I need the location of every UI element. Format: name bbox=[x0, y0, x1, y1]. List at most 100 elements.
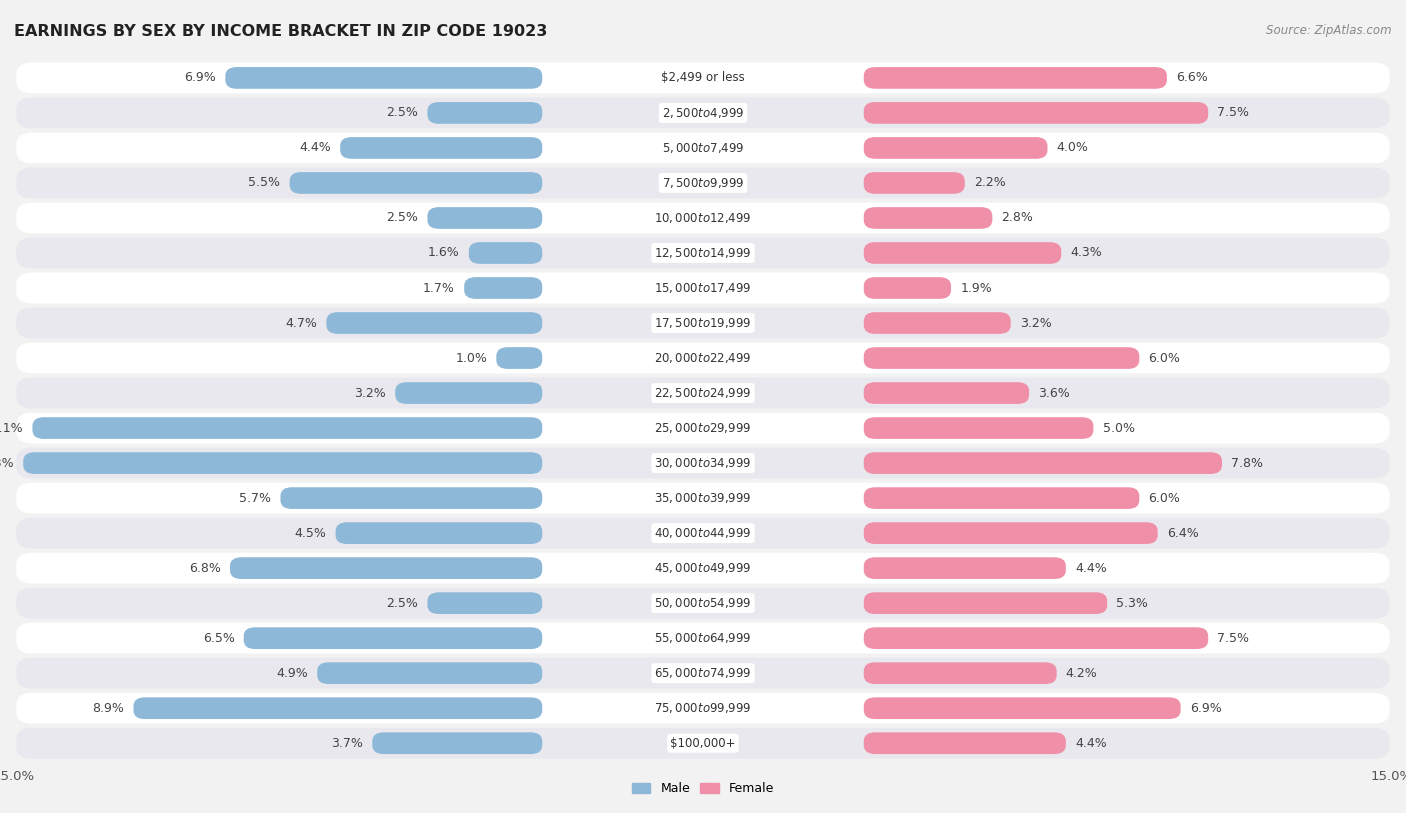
Text: 5.5%: 5.5% bbox=[249, 176, 280, 189]
Text: $100,000+: $100,000+ bbox=[671, 737, 735, 750]
FancyBboxPatch shape bbox=[863, 593, 1107, 614]
Text: $45,000 to $49,999: $45,000 to $49,999 bbox=[654, 561, 752, 575]
FancyBboxPatch shape bbox=[395, 382, 543, 404]
FancyBboxPatch shape bbox=[17, 98, 1389, 128]
FancyBboxPatch shape bbox=[17, 483, 1389, 514]
FancyBboxPatch shape bbox=[17, 272, 1389, 303]
FancyBboxPatch shape bbox=[863, 557, 1066, 579]
FancyBboxPatch shape bbox=[17, 448, 1389, 479]
FancyBboxPatch shape bbox=[863, 67, 1167, 89]
Text: 3.2%: 3.2% bbox=[354, 386, 387, 399]
Text: Source: ZipAtlas.com: Source: ZipAtlas.com bbox=[1267, 24, 1392, 37]
Text: 6.0%: 6.0% bbox=[1149, 492, 1181, 505]
Text: $40,000 to $44,999: $40,000 to $44,999 bbox=[654, 526, 752, 540]
Text: 2.8%: 2.8% bbox=[1001, 211, 1033, 224]
FancyBboxPatch shape bbox=[290, 172, 543, 193]
Text: 11.1%: 11.1% bbox=[0, 422, 24, 435]
Text: 2.5%: 2.5% bbox=[387, 597, 418, 610]
Text: 6.0%: 6.0% bbox=[1149, 351, 1181, 364]
Text: 2.5%: 2.5% bbox=[387, 211, 418, 224]
FancyBboxPatch shape bbox=[17, 728, 1389, 759]
Text: 1.9%: 1.9% bbox=[960, 281, 993, 294]
FancyBboxPatch shape bbox=[336, 522, 543, 544]
Text: $50,000 to $54,999: $50,000 to $54,999 bbox=[654, 596, 752, 610]
FancyBboxPatch shape bbox=[863, 628, 1208, 649]
Text: 3.6%: 3.6% bbox=[1038, 386, 1070, 399]
Text: 5.7%: 5.7% bbox=[239, 492, 271, 505]
FancyBboxPatch shape bbox=[464, 277, 543, 299]
Text: 8.9%: 8.9% bbox=[93, 702, 124, 715]
FancyBboxPatch shape bbox=[863, 102, 1208, 124]
Text: 4.4%: 4.4% bbox=[1076, 737, 1107, 750]
FancyBboxPatch shape bbox=[863, 487, 1139, 509]
FancyBboxPatch shape bbox=[340, 137, 543, 159]
FancyBboxPatch shape bbox=[863, 382, 1029, 404]
FancyBboxPatch shape bbox=[427, 102, 543, 124]
FancyBboxPatch shape bbox=[17, 378, 1389, 408]
Text: 4.3%: 4.3% bbox=[1070, 246, 1102, 259]
FancyBboxPatch shape bbox=[863, 417, 1094, 439]
Text: 4.7%: 4.7% bbox=[285, 316, 318, 329]
FancyBboxPatch shape bbox=[863, 733, 1066, 754]
Text: 6.9%: 6.9% bbox=[1189, 702, 1222, 715]
Legend: Male, Female: Male, Female bbox=[627, 777, 779, 801]
Text: $12,500 to $14,999: $12,500 to $14,999 bbox=[654, 246, 752, 260]
Text: $2,500 to $4,999: $2,500 to $4,999 bbox=[662, 106, 744, 120]
FancyBboxPatch shape bbox=[17, 202, 1389, 233]
Text: 11.3%: 11.3% bbox=[0, 457, 14, 470]
FancyBboxPatch shape bbox=[373, 733, 543, 754]
FancyBboxPatch shape bbox=[17, 623, 1389, 654]
Text: 4.4%: 4.4% bbox=[299, 141, 330, 154]
Text: 2.5%: 2.5% bbox=[387, 107, 418, 120]
FancyBboxPatch shape bbox=[17, 413, 1389, 443]
Text: $30,000 to $34,999: $30,000 to $34,999 bbox=[654, 456, 752, 470]
FancyBboxPatch shape bbox=[863, 452, 1222, 474]
FancyBboxPatch shape bbox=[863, 347, 1139, 369]
FancyBboxPatch shape bbox=[17, 307, 1389, 338]
FancyBboxPatch shape bbox=[863, 312, 1011, 334]
Text: 5.0%: 5.0% bbox=[1102, 422, 1135, 435]
FancyBboxPatch shape bbox=[863, 277, 950, 299]
FancyBboxPatch shape bbox=[427, 207, 543, 228]
Text: 6.8%: 6.8% bbox=[188, 562, 221, 575]
Text: 6.5%: 6.5% bbox=[202, 632, 235, 645]
Text: 4.9%: 4.9% bbox=[276, 667, 308, 680]
FancyBboxPatch shape bbox=[17, 518, 1389, 549]
FancyBboxPatch shape bbox=[134, 698, 543, 719]
FancyBboxPatch shape bbox=[17, 693, 1389, 724]
Text: 7.8%: 7.8% bbox=[1232, 457, 1263, 470]
Text: $65,000 to $74,999: $65,000 to $74,999 bbox=[654, 666, 752, 680]
FancyBboxPatch shape bbox=[863, 207, 993, 228]
Text: 6.6%: 6.6% bbox=[1175, 72, 1208, 85]
Text: 6.4%: 6.4% bbox=[1167, 527, 1199, 540]
FancyBboxPatch shape bbox=[32, 417, 543, 439]
Text: 7.5%: 7.5% bbox=[1218, 107, 1250, 120]
FancyBboxPatch shape bbox=[17, 237, 1389, 268]
Text: 5.3%: 5.3% bbox=[1116, 597, 1149, 610]
Text: $22,500 to $24,999: $22,500 to $24,999 bbox=[654, 386, 752, 400]
FancyBboxPatch shape bbox=[863, 663, 1057, 684]
Text: 1.6%: 1.6% bbox=[427, 246, 460, 259]
Text: $55,000 to $64,999: $55,000 to $64,999 bbox=[654, 631, 752, 646]
Text: 1.7%: 1.7% bbox=[423, 281, 456, 294]
FancyBboxPatch shape bbox=[17, 167, 1389, 198]
FancyBboxPatch shape bbox=[231, 557, 543, 579]
Text: $35,000 to $39,999: $35,000 to $39,999 bbox=[654, 491, 752, 505]
FancyBboxPatch shape bbox=[17, 342, 1389, 373]
Text: $15,000 to $17,499: $15,000 to $17,499 bbox=[654, 281, 752, 295]
FancyBboxPatch shape bbox=[863, 172, 965, 193]
FancyBboxPatch shape bbox=[24, 452, 543, 474]
Text: $17,500 to $19,999: $17,500 to $19,999 bbox=[654, 316, 752, 330]
Text: 2.2%: 2.2% bbox=[974, 176, 1005, 189]
Text: 3.2%: 3.2% bbox=[1019, 316, 1052, 329]
Text: 3.7%: 3.7% bbox=[332, 737, 363, 750]
FancyBboxPatch shape bbox=[17, 553, 1389, 584]
Text: $75,000 to $99,999: $75,000 to $99,999 bbox=[654, 701, 752, 715]
FancyBboxPatch shape bbox=[863, 522, 1157, 544]
Text: $25,000 to $29,999: $25,000 to $29,999 bbox=[654, 421, 752, 435]
FancyBboxPatch shape bbox=[17, 588, 1389, 619]
FancyBboxPatch shape bbox=[243, 628, 543, 649]
FancyBboxPatch shape bbox=[326, 312, 543, 334]
FancyBboxPatch shape bbox=[863, 698, 1181, 719]
FancyBboxPatch shape bbox=[863, 242, 1062, 264]
